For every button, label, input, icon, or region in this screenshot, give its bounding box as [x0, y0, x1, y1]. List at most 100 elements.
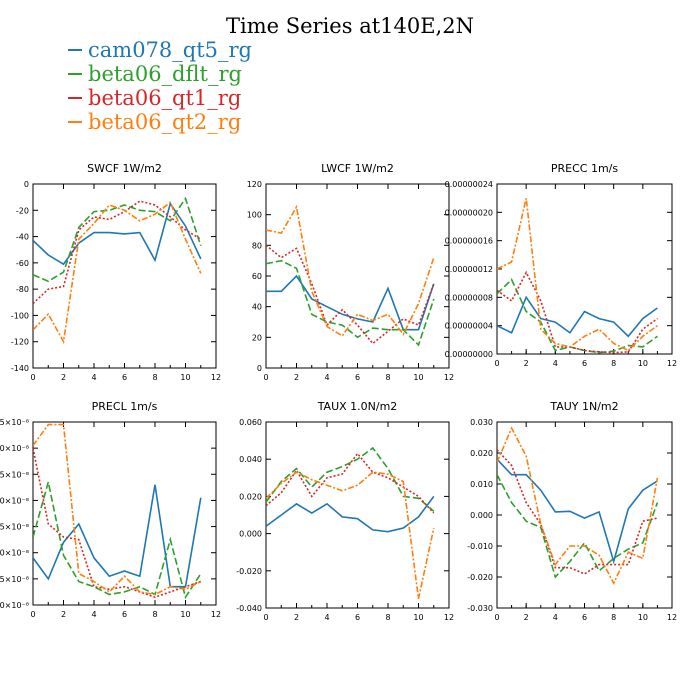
- x-tick-label: 2: [294, 613, 299, 622]
- y-tick-label: 0: [24, 180, 29, 189]
- y-tick-label: 1.0×10⁻⁸: [0, 549, 29, 558]
- x-tick-label: 12: [211, 373, 221, 382]
- y-tick-label: -0.040: [236, 604, 262, 613]
- plot-frame: [265, 421, 450, 609]
- y-tick-label: 3.5×10⁻⁸: [0, 418, 29, 427]
- y-tick-label: -0.010: [467, 542, 493, 551]
- legend-item: beta06_qt1_rg: [68, 86, 252, 110]
- legend: cam078_qt5_rg beta06_dflt_rg beta06_qt1_…: [68, 38, 252, 134]
- series-line: [497, 295, 658, 338]
- x-tick-label: 6: [355, 613, 360, 622]
- chart-title: LWCF 1W/m2: [321, 162, 394, 175]
- y-tick-label: -0.020: [236, 567, 262, 576]
- y-tick-label: 20: [252, 333, 262, 342]
- y-tick-label: 2.0×10⁻⁸: [0, 496, 29, 505]
- chart-title: TAUX 1.0N/m2: [317, 400, 398, 413]
- x-tick-label: 4: [91, 610, 96, 619]
- y-tick-label: -120: [11, 338, 29, 347]
- chart-title: TAUY 1N/m2: [549, 400, 618, 413]
- legend-label: beta06_qt1_rg: [88, 86, 242, 110]
- y-tick-label: -100: [11, 311, 29, 320]
- series-line: [33, 423, 202, 596]
- x-tick-label: 8: [152, 610, 157, 619]
- chart-title: PRECL 1m/s: [92, 400, 158, 413]
- series-line: [33, 196, 202, 283]
- x-tick-label: 10: [638, 613, 648, 622]
- x-tick-label: 10: [180, 610, 190, 619]
- chart-panel: PRECL 1m/s 0 2 4 6 8 10 12 0.0×10⁻⁸ 0.5×10⁻⁸ 1.0×1…: [0, 400, 221, 619]
- x-tick-label: 2: [524, 613, 529, 622]
- plot-frame: [32, 421, 217, 606]
- x-tick-label: 0: [494, 359, 499, 368]
- y-tick-label: 120: [247, 180, 262, 189]
- page-title: Time Series at140E,2N: [226, 14, 474, 38]
- y-tick-label: -20: [16, 206, 29, 215]
- series-line: [33, 484, 202, 588]
- x-tick-label: 0: [263, 373, 268, 382]
- legend-item: cam078_qt5_rg: [68, 38, 252, 62]
- x-tick-label: 6: [582, 613, 587, 622]
- series-line: [33, 201, 202, 345]
- y-tick-label: -0.030: [467, 604, 493, 613]
- y-tick-label: 80: [252, 241, 262, 250]
- y-tick-label: 60: [252, 272, 262, 281]
- x-tick-label: 8: [152, 373, 157, 382]
- chart-panel: SWCF 1W/m2 0 2 4 6 8 10 12 -140 -120 -100 -80 -60 -40…: [11, 162, 221, 382]
- series-line: [497, 270, 658, 354]
- x-tick-label: 12: [667, 359, 677, 368]
- legend-label: beta06_dflt_rg: [88, 62, 242, 86]
- legend-item: beta06_qt2_rg: [68, 110, 252, 134]
- series-line: [266, 204, 435, 337]
- y-tick-label: 0.000: [470, 511, 493, 520]
- legend-item: beta06_dflt_rg: [68, 62, 252, 86]
- x-tick-label: 2: [61, 610, 66, 619]
- chart-panel: TAUX 1.0N/m2 0 2 4 6 8 10 12 -0.040 -0.020 0.000 0.…: [236, 400, 454, 622]
- series-line: [266, 495, 435, 533]
- y-tick-label: 0.000: [239, 530, 262, 539]
- series-line: [33, 481, 202, 600]
- series-line: [497, 278, 658, 354]
- series-line: [497, 426, 659, 585]
- legend-swatch: [68, 96, 82, 99]
- x-tick-label: 6: [582, 359, 587, 368]
- series-line: [497, 449, 658, 575]
- y-tick-label: -140: [11, 364, 29, 373]
- x-tick-label: 10: [413, 373, 423, 382]
- x-tick-label: 12: [444, 373, 454, 382]
- legend-swatch: [68, 72, 82, 75]
- x-tick-label: 4: [324, 613, 329, 622]
- series-line: [497, 458, 658, 565]
- y-tick-label: 0.00000016: [445, 237, 493, 246]
- legend-label: cam078_qt5_rg: [88, 38, 253, 62]
- y-tick-label: 0.040: [239, 455, 262, 464]
- x-tick-label: 6: [355, 373, 360, 382]
- series-line: [33, 447, 202, 599]
- y-tick-label: 0.00000004: [445, 322, 493, 331]
- y-tick-label: 0: [257, 364, 262, 373]
- y-tick-label: -40: [16, 233, 29, 242]
- plot-frame: [32, 183, 217, 369]
- chart-title: PRECC 1m/s: [551, 162, 619, 175]
- series-line: [497, 474, 659, 579]
- series-line: [266, 446, 435, 512]
- y-tick-label: 0.5×10⁻⁸: [0, 575, 29, 584]
- x-tick-label: 6: [122, 373, 127, 382]
- y-tick-label: 100: [247, 211, 262, 220]
- x-tick-label: 12: [444, 613, 454, 622]
- legend-swatch: [68, 48, 82, 51]
- series-line: [266, 471, 435, 599]
- x-tick-label: 4: [91, 373, 96, 382]
- y-tick-label: 0.020: [470, 449, 493, 458]
- series-line: [497, 198, 658, 352]
- series-line: [266, 259, 435, 347]
- y-tick-label: 0.00000020: [445, 208, 493, 217]
- series-line: [266, 452, 435, 514]
- y-tick-label: 0.00000000: [445, 350, 493, 359]
- y-tick-label: -60: [16, 259, 29, 268]
- chart-title: SWCF 1W/m2: [87, 162, 162, 175]
- y-tick-label: 0.030: [470, 418, 493, 427]
- y-tick-label: -0.020: [467, 573, 493, 582]
